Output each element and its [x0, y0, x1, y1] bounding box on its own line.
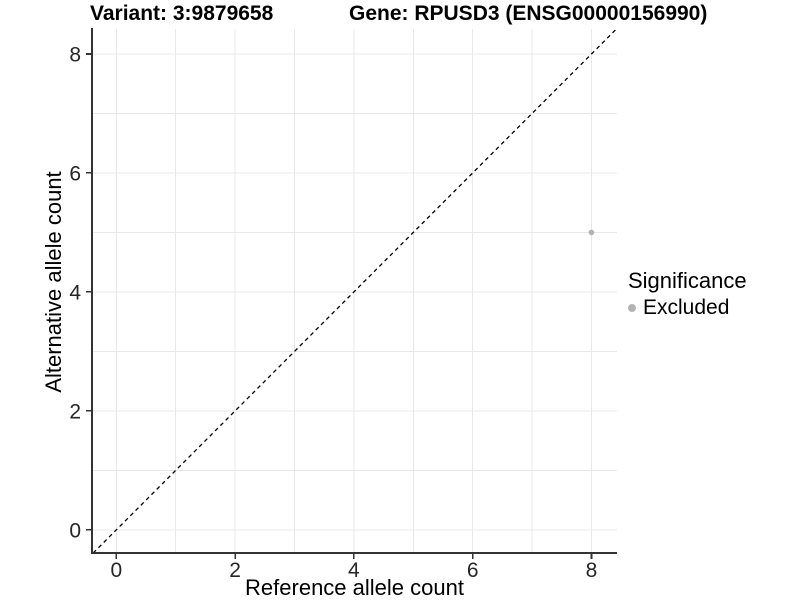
y-tick-label: 0: [69, 519, 81, 542]
variant-title: Variant: 3:9879658: [90, 2, 274, 25]
y-axis-title: Alternative allele count: [41, 171, 66, 393]
x-tick-label: 8: [586, 559, 598, 582]
legend-entry-label: Excluded: [643, 296, 730, 319]
y-tick-label: 6: [69, 162, 81, 185]
identity-line: [92, 28, 617, 554]
x-axis-title: Reference allele count: [245, 575, 464, 600]
x-tick-label: 6: [467, 559, 479, 582]
excluded-point-swatch: [628, 303, 636, 312]
y-tick-label: 4: [69, 281, 81, 304]
y-tick-label: 8: [69, 43, 81, 66]
gene-title: Gene: RPUSD3 (ENSG00000156990): [349, 2, 708, 25]
legend: Significance Excluded: [628, 269, 747, 319]
data-point: [588, 229, 595, 236]
x-tick-label: 0: [111, 559, 123, 582]
x-tick-label: 2: [229, 559, 241, 582]
x-tick-label: 4: [348, 559, 360, 582]
legend-title: Significance: [628, 268, 747, 293]
y-tick-label: 2: [69, 400, 81, 423]
legend-entry-excluded: Excluded: [628, 296, 747, 319]
